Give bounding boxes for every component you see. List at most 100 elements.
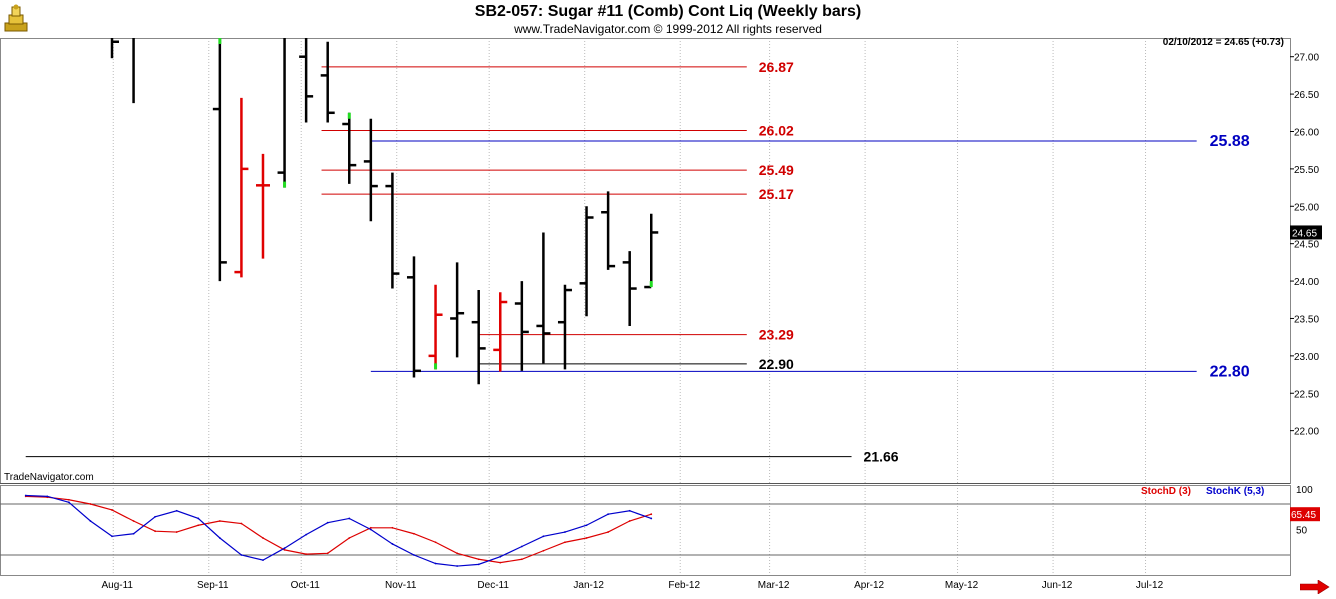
y-tick-label: 23.50 <box>1294 314 1319 325</box>
price-axis: 22.00 22.50 23.00 23.50 24.00 24.50 25.00 25.50… <box>1290 53 1322 438</box>
x-tick-label: Nov-11 <box>385 580 417 591</box>
source-note: TradeNavigator.com <box>4 472 94 483</box>
price-bars <box>110 38 659 385</box>
stoch-point <box>628 509 631 512</box>
level-label: 26.02 <box>759 122 794 138</box>
stoch-last-box <box>1290 507 1320 522</box>
y-tick-label: 25.50 <box>1294 165 1319 176</box>
legend-stoch-k: StochK (5,3) <box>1206 486 1265 497</box>
stoch-point <box>154 515 157 518</box>
y-tick-label: 27.00 <box>1294 53 1319 64</box>
stoch-last-label: 65.45 <box>1291 510 1316 521</box>
stoch-point <box>218 520 221 522</box>
stoch-point <box>650 513 653 516</box>
x-tick-label: Sep-11 <box>197 580 229 591</box>
stoch-point <box>607 531 610 533</box>
y-tick-label: 26.50 <box>1294 90 1319 101</box>
stoch-point <box>628 520 631 522</box>
x-tick-label: Mar-12 <box>758 580 790 591</box>
stoch-point <box>477 563 480 566</box>
stoch-point <box>650 517 653 520</box>
stoch-point <box>434 541 437 544</box>
stoch-point <box>197 517 200 520</box>
stoch-point <box>46 495 49 498</box>
stoch-point <box>456 565 459 567</box>
stoch-point <box>391 543 394 545</box>
stoch-point <box>369 528 372 531</box>
last-price-info: 02/10/2012 = 24.65 (+0.73) <box>1162 37 1284 48</box>
stoch-point <box>520 558 523 561</box>
x-tick-label: Apr-12 <box>854 580 884 591</box>
level-label: 25.17 <box>759 186 794 202</box>
level-label: 21.66 <box>864 449 899 465</box>
stoch-point <box>564 531 566 533</box>
stoch-point <box>326 552 329 555</box>
x-tick-label: Jun-12 <box>1042 580 1073 591</box>
stoch-point <box>154 530 157 533</box>
chart-subtitle: www.TradeNavigator.com © 1999-2012 All r… <box>514 22 822 36</box>
stoch-point <box>197 524 200 527</box>
stoch-point <box>413 554 415 556</box>
last-price-label: 24.65 <box>1292 228 1317 239</box>
stoch-point <box>262 559 264 561</box>
stoch-point <box>132 520 135 522</box>
stoch-point <box>348 537 351 539</box>
y-tick-label: 25.00 <box>1294 202 1319 213</box>
stoch-point <box>326 521 329 524</box>
stoch-point <box>175 509 178 512</box>
y-tick-label: 22.50 <box>1294 389 1319 400</box>
stoch-frame <box>0 485 1291 576</box>
y-tick-label: 26.00 <box>1294 127 1319 138</box>
stochastic-panel: 50 100 65.45 <box>0 485 1320 567</box>
level-label: 22.80 <box>1210 363 1250 380</box>
chart-frames <box>0 38 1291 576</box>
x-tick-label: Jul-12 <box>1136 580 1164 591</box>
stoch-series-line <box>25 494 652 567</box>
stoch-point <box>305 553 308 556</box>
x-tick-label: Oct-11 <box>291 580 321 591</box>
chart-title: SB2-057: Sugar #11 (Comb) Cont Liq (Week… <box>474 3 862 20</box>
stoch-point <box>607 513 610 516</box>
stoch-point <box>240 522 243 525</box>
stoch-point <box>499 561 502 564</box>
level-label: 22.90 <box>759 356 794 372</box>
level-label: 23.29 <box>759 327 794 343</box>
stoch-point <box>111 535 113 538</box>
stoch-point <box>24 494 27 497</box>
stoch-point <box>456 552 459 555</box>
stoch-point <box>542 549 545 552</box>
stoch-point <box>283 549 286 551</box>
x-tick-label: Aug-11 <box>101 580 133 591</box>
x-tick-label: Feb-12 <box>668 580 700 591</box>
stoch-point <box>520 545 523 548</box>
x-tick-label: May-12 <box>945 580 979 591</box>
y-tick-label: 23.00 <box>1294 352 1319 363</box>
stoch-tick-label: 100 <box>1296 485 1313 496</box>
stoch-tick-label: 50 <box>1296 526 1308 537</box>
last-price-box <box>1290 225 1322 240</box>
stoch-point <box>262 537 264 539</box>
cash-register-icon <box>3 3 29 33</box>
stoch-point <box>585 537 588 539</box>
scroll-right-arrow-icon[interactable] <box>1299 579 1330 599</box>
stoch-point <box>67 501 70 504</box>
stoch-point <box>111 509 113 511</box>
stoch-point <box>132 532 135 535</box>
stoch-point <box>477 558 480 561</box>
legend-stoch-d: StochD (3) <box>1141 486 1191 497</box>
stoch-point <box>89 503 92 505</box>
x-tick-label: Jan-12 <box>573 580 604 591</box>
stoch-point <box>67 498 70 501</box>
price-levels: 26.87 26.02 25.88 25.49 25.17 23.29 22.90 22.80… <box>25 59 1250 465</box>
stoch-series-line <box>25 495 652 564</box>
stoch-point <box>434 562 437 565</box>
stoch-point <box>564 541 566 544</box>
stoch-point <box>218 537 221 539</box>
level-label: 25.88 <box>1210 133 1250 150</box>
price-frame <box>0 38 1291 484</box>
stoch-point <box>175 531 178 533</box>
y-tick-label: 24.50 <box>1294 240 1319 251</box>
stoch-point <box>348 517 351 520</box>
stoch-point <box>369 526 372 529</box>
